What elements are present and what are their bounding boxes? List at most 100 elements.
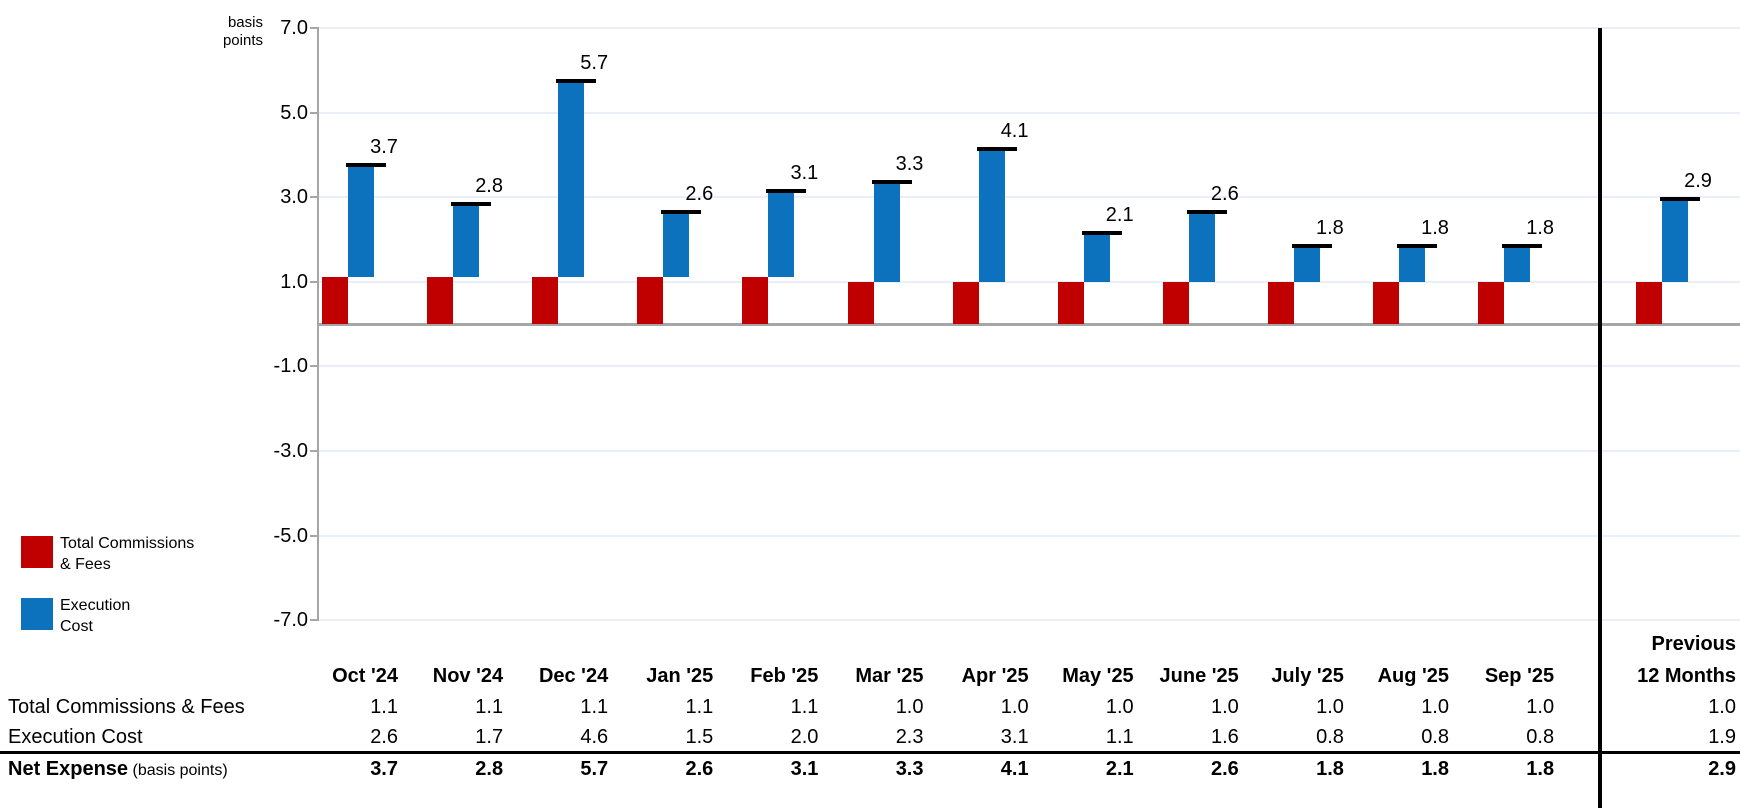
table-cell: 1.1 [790,696,819,718]
y-axis-tick-label: -5.0 [273,524,308,547]
table-cell: 5.7 [580,758,609,780]
net-expense-divider-line [0,751,1740,754]
bar-commissions-dec24 [532,277,559,324]
net-expense-value-label-aug25: 1.8 [1421,216,1449,239]
gridline [319,449,1740,452]
bar-commissions-may25 [1057,281,1084,324]
y-axis-tick [310,26,319,29]
previous-header-line2: 12 Months [1637,665,1736,687]
net-expense-value-label-may25: 2.1 [1105,204,1134,227]
table-row-net-expense: Net Expense (basis points) 3.7 2.8 5.7 2.6 3.… [0,757,1740,781]
column-header-aug25: Aug '25 [1377,665,1449,687]
column-header-june25: June '25 [1159,665,1239,687]
net-expense-value-label-july25: 1.8 [1315,216,1344,239]
y-axis-tick [310,365,319,368]
bar-execution-dec24 [558,82,585,278]
y-axis-tick-label: -1.0 [273,355,308,378]
legend-label-total-commissions: Total Commissions & Fees [60,533,280,575]
table-cell-previous: 1.9 [1708,726,1736,748]
table-cell: 3.1 [790,758,819,780]
legend-swatch-red-icon [21,536,53,568]
column-header-dec24: Dec '24 [538,665,609,687]
table-cell: 2.6 [685,758,714,780]
column-header-sep25: Sep '25 [1484,665,1555,687]
net-expense-marker-feb25 [766,188,807,193]
gridline [319,619,1740,622]
net-expense-value-label-sep25: 1.8 [1526,216,1554,239]
bar-execution-july25 [1293,247,1320,282]
net-expense-value-label-previous-12-months: 2.9 [1684,170,1712,193]
legend-swatch-blue-icon [21,598,53,630]
table-cell: 1.1 [685,696,714,718]
table-month-header-row: Oct '24 Nov '24 Dec '24 Jan '25 Feb '25 Mar '… [0,664,1740,688]
table-cell: 1.8 [1316,758,1344,780]
net-expense-value-label-nov24: 2.8 [475,174,503,197]
table-cell: 2.6 [370,726,398,748]
bar-commissions-apr25 [952,281,979,324]
y-axis-tick-label: 7.0 [280,16,308,39]
table-previous-header-row: Previous [0,632,1740,656]
legend-label-line: Total Commissions [60,535,195,552]
net-expense-marker-june25 [1186,210,1227,215]
column-header-apr25: Apr '25 [961,665,1029,687]
net-expense-value-label-dec24: 5.7 [580,51,609,74]
table-cell: 1.0 [1421,696,1449,718]
table-cell: 2.1 [1105,758,1134,780]
table-cell: 1.1 [475,696,504,718]
y-axis-tick-label: -7.0 [273,609,308,632]
bar-execution-feb25 [768,192,795,278]
y-axis-tick-label: -3.0 [273,439,308,462]
table-cell: 1.6 [1210,726,1239,748]
table-cell: 0.8 [1421,726,1449,748]
bar-commissions-nov24 [427,277,454,324]
bar-commissions-previous-12-months [1636,281,1662,324]
net-expense-marker-dec24 [556,78,597,83]
y-axis-tick [310,449,319,452]
table-row-total-commissions---fees: Total Commissions & Fees 1.1 1.1 1.1 1.1 1.1 1… [0,695,1740,719]
table-cell: 1.0 [1000,696,1029,718]
legend-label-line: Cost [60,618,93,635]
row-label-text: Net Expense [8,758,129,780]
y-axis-tick [310,280,319,283]
bar-commissions-june25 [1162,281,1189,324]
table-cell: 3.7 [370,758,398,780]
y-axis-title-line2: points [222,32,263,49]
net-expense-marker-aug25 [1397,243,1437,248]
column-header-july25: July '25 [1271,665,1344,687]
table-cell-previous: 2.9 [1708,758,1736,780]
bar-commissions-aug25 [1373,281,1399,324]
net-expense-value-label-apr25: 4.1 [1000,119,1029,142]
y-axis-title-line1: basis [227,14,263,31]
table-cell: 0.8 [1526,726,1555,748]
bar-execution-may25 [1083,235,1110,282]
legend-label-line: Execution [60,597,131,614]
net-expense-marker-apr25 [976,146,1017,151]
table-cell: 2.8 [475,758,504,780]
net-expense-marker-oct24 [346,163,386,168]
table-cell: 0.8 [1316,726,1344,748]
gridline [319,534,1740,537]
bar-execution-aug25 [1399,247,1425,282]
column-header-mar25: Mar '25 [855,665,924,687]
bar-commissions-oct24 [322,277,348,324]
net-expense-value-label-mar25: 3.3 [895,153,924,176]
gridline [319,26,1740,29]
y-axis-tick-label: 1.0 [280,270,308,293]
bar-execution-previous-12-months [1662,201,1688,282]
legend-label-line: & Fees [60,556,111,573]
gridline [319,280,1740,283]
y-axis-tick-label: 3.0 [280,186,308,209]
bar-execution-june25 [1188,214,1215,282]
zero-baseline [319,323,1740,326]
bar-execution-oct24 [348,167,374,278]
row-label: Total Commissions & Fees [8,695,245,719]
bar-execution-jan25 [663,214,690,278]
table-cell: 1.0 [895,696,924,718]
bar-execution-mar25 [873,184,900,282]
net-expense-marker-jan25 [661,210,702,215]
y-axis-title: basis points [140,14,263,50]
table-cell: 1.1 [580,696,609,718]
bar-execution-nov24 [453,205,480,278]
row-label-text: Execution Cost [8,726,143,748]
